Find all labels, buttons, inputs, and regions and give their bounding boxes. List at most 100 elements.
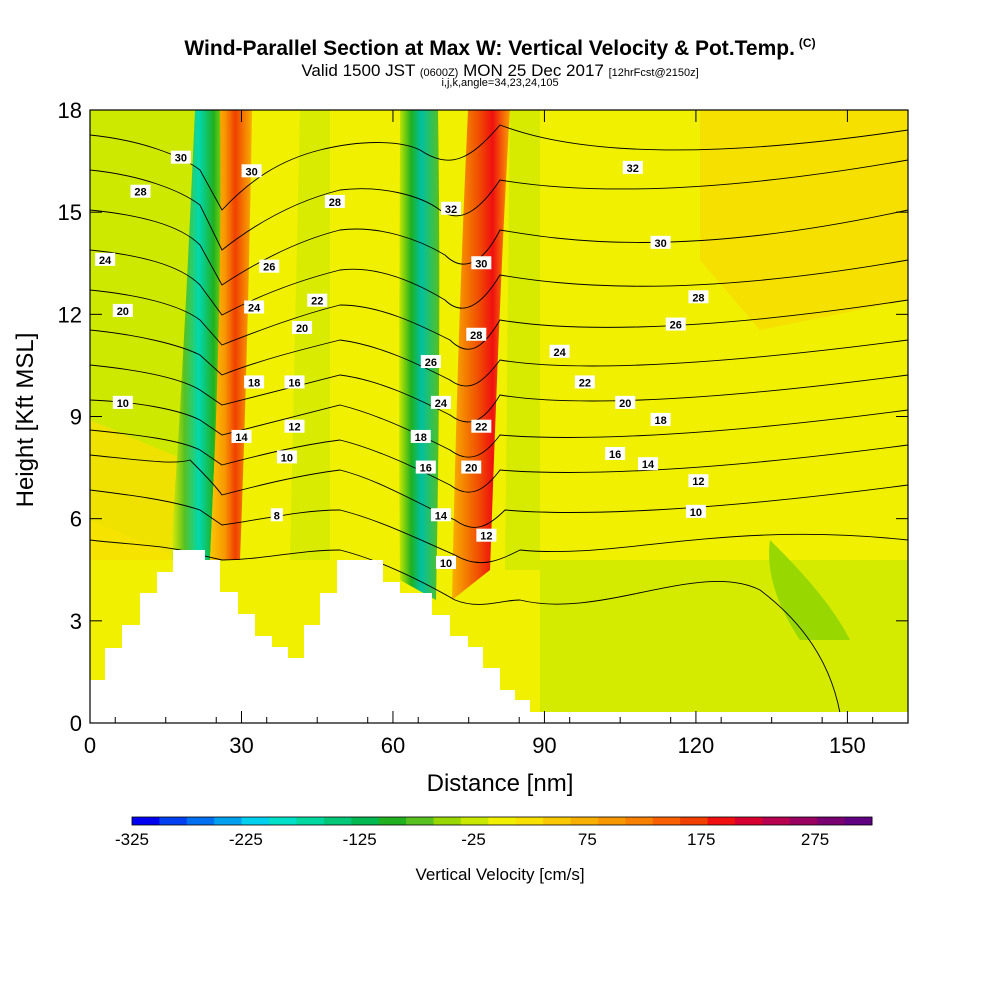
theta-label: 10 <box>440 558 452 570</box>
theta-label-box <box>622 160 643 174</box>
theta-label: 32 <box>445 204 457 216</box>
theta-label-box <box>130 184 151 198</box>
theta-label-box <box>688 290 709 304</box>
colorbar-swatch <box>707 817 736 825</box>
theta-label: 20 <box>465 463 477 475</box>
theta-label: 30 <box>245 166 257 178</box>
theta-label: 26 <box>425 357 437 369</box>
theta-label: 22 <box>579 377 591 389</box>
theta-label-box <box>244 300 265 314</box>
theta-label: 30 <box>175 153 187 165</box>
theta-label-box <box>476 528 497 542</box>
colorbar-swatch <box>132 817 160 825</box>
theta-label: 18 <box>248 377 260 389</box>
colorbar-swatch <box>323 817 352 825</box>
theta-label-box <box>284 419 305 433</box>
colorbar-swatch <box>817 817 846 825</box>
theta-label: 22 <box>311 296 323 308</box>
theta-label: 26 <box>263 262 275 274</box>
colorbar-swatch <box>159 817 188 825</box>
y-tick-label: 18 <box>58 98 82 123</box>
y-tick-label: 12 <box>58 302 82 327</box>
theta-label: 14 <box>235 432 248 444</box>
theta-label-box <box>112 303 133 317</box>
theta-label: 28 <box>470 330 482 342</box>
y-axis-label: Height [Kft MSL] <box>12 333 39 508</box>
x-tick-label: 120 <box>678 733 715 758</box>
x-tick-label: 90 <box>532 733 556 758</box>
theta-label-box <box>430 395 451 409</box>
colorbar-swatch <box>844 817 873 825</box>
theta-label-box <box>665 317 686 331</box>
y-tick-label: 6 <box>70 507 82 532</box>
theta-label-box <box>284 375 305 389</box>
colorbar-swatch <box>214 817 243 825</box>
theta-label-box <box>650 412 671 426</box>
colorbar-swatch <box>625 817 654 825</box>
colorbar-swatch <box>488 817 517 825</box>
theta-label-box <box>637 457 658 471</box>
theta-label-box <box>410 429 431 443</box>
x-tick-label: 0 <box>84 733 96 758</box>
colorbar-swatch <box>269 817 297 825</box>
theta-label: 20 <box>619 398 631 410</box>
colorbar-swatch <box>460 817 489 825</box>
theta-label-box <box>471 256 492 270</box>
y-tick-label: 0 <box>70 711 82 736</box>
theta-label-box <box>615 395 636 409</box>
colorbar-swatch <box>734 817 763 825</box>
colorbar-swatch <box>241 817 270 825</box>
theta-label-box <box>549 344 570 358</box>
theta-label: 16 <box>609 449 621 461</box>
theta-label-box <box>574 375 595 389</box>
theta-label: 12 <box>288 422 300 434</box>
colorbar-swatch <box>597 817 626 825</box>
colorbar-swatch <box>296 817 325 825</box>
theta-label: 20 <box>117 306 129 318</box>
theta-label: 24 <box>435 398 448 410</box>
chart-title: Wind-Parallel Section at Max W: Vertical… <box>184 36 816 60</box>
y-tick-label: 9 <box>70 405 82 430</box>
theta-label: 16 <box>288 377 300 389</box>
theta-label-box <box>270 508 283 522</box>
colorbar-swatch <box>652 817 681 825</box>
theta-label: 10 <box>281 452 293 464</box>
theta-label-box <box>441 201 462 215</box>
x-axis: 0 30 60 90 120 150 <box>84 110 874 758</box>
theta-label: 18 <box>654 415 666 427</box>
theta-label-box <box>430 508 451 522</box>
theta-label: 14 <box>642 459 655 471</box>
theta-label-box <box>435 555 456 569</box>
theta-label: 16 <box>420 463 432 475</box>
theta-label-box <box>415 460 436 474</box>
colorbar-tick-label: -25 <box>461 830 486 849</box>
colorbar-swatch <box>378 817 407 825</box>
title-mark: (C) <box>798 36 816 50</box>
theta-label: 30 <box>475 258 487 270</box>
colorbar: -325 -225 -125 -25 75 175 275 <box>115 816 873 849</box>
theta-label-box <box>420 355 441 369</box>
colorbar-swatch <box>543 817 572 825</box>
theta-label: 28 <box>134 187 146 199</box>
theta-label: 10 <box>117 398 129 410</box>
theta-label-box <box>307 293 328 307</box>
colorbar-tick-label: 175 <box>687 830 715 849</box>
theta-label-box <box>241 164 262 178</box>
theta-label-box <box>461 460 482 474</box>
y-tick-label: 3 <box>70 609 82 634</box>
y-tick-label: 15 <box>58 200 82 225</box>
colorbar-tick-label: 275 <box>801 830 829 849</box>
colorbar-swatch <box>680 817 709 825</box>
theta-label-box <box>292 320 313 334</box>
theta-label: 24 <box>553 347 566 359</box>
theta-label-box <box>231 429 252 443</box>
theta-label-box <box>170 150 191 164</box>
theta-label-box <box>471 419 492 433</box>
colorbar-swatch <box>186 817 215 825</box>
theta-label-box <box>466 327 487 341</box>
colorbar-tick-label: -225 <box>229 830 263 849</box>
grid-info: i,j,k,angle=34,23,24,105 <box>441 77 559 89</box>
terrain <box>90 550 908 723</box>
colorbar-swatch <box>789 817 818 825</box>
theta-label-box <box>650 235 671 249</box>
